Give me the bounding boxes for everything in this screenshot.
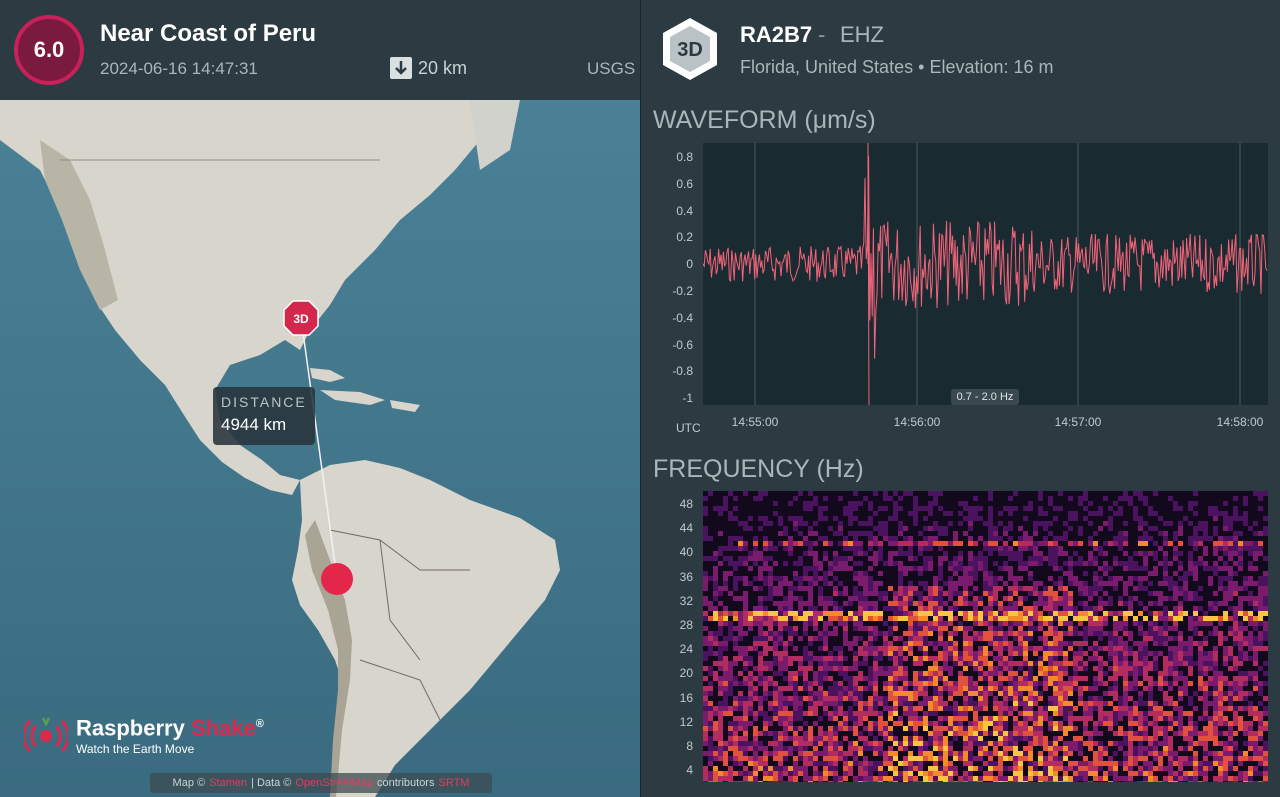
map-view[interactable]: 3D — [0, 100, 640, 797]
waveform-y-tick: -0.2 — [672, 284, 693, 298]
station-type-icon: 3D — [663, 18, 717, 80]
event-datetime: 2024-06-16 14:47:31 — [100, 59, 258, 78]
waveform-x-tick: 14:56:00 — [893, 415, 941, 429]
waveform-y-tick: 0.6 — [676, 176, 693, 191]
station-bullet: • — [918, 57, 925, 77]
attr-mid: | Data © — [251, 777, 292, 789]
waveform-y-tick: 0 — [686, 257, 693, 272]
raspberry-shake-logo[interactable]: Raspberry Shake® Watch the Earth Move — [24, 712, 264, 756]
station-channel: EHZ — [840, 22, 884, 47]
waveform-x-tick: 14:57:00 — [1054, 415, 1102, 429]
distance-tooltip: DISTANCE 4944 km — [213, 387, 315, 445]
frequency-y-tick: 44 — [679, 521, 693, 536]
attr-link-stamen[interactable]: Stamen — [209, 777, 248, 789]
frequency-y-tick: 36 — [679, 569, 693, 584]
station-location: Florida, United States — [740, 57, 914, 77]
attr-suffix: contributors — [377, 777, 435, 789]
event-header: 6.0 Near Coast of Peru 2024-06-16 14:47:… — [0, 0, 640, 100]
station-location-line: Florida, United States • Elevation: 16 m — [740, 57, 1054, 78]
attr-link-srtm[interactable]: SRTM — [438, 777, 470, 789]
waveform-y-tick: -1 — [682, 391, 693, 406]
logo-name-b: Shake — [190, 715, 256, 741]
logo-reg: ® — [255, 718, 264, 730]
attr-prefix: Map © — [172, 777, 206, 789]
frequency-y-tick: 12 — [679, 714, 693, 729]
waveform-x-tick: 14:55:00 — [731, 415, 779, 429]
station-id: RA2B7 — [740, 22, 813, 47]
station-elevation: Elevation: 16 m — [929, 57, 1054, 77]
map-canvas: 3D — [0, 100, 640, 797]
waveform-x-tick: 14:58:00 — [1216, 415, 1264, 429]
waveform-title: WAVEFORM (μm/s) — [653, 106, 876, 134]
waveform-plot[interactable] — [702, 142, 1268, 406]
epicenter-marker — [321, 563, 353, 595]
distance-label: DISTANCE — [221, 394, 307, 410]
station-separator: - — [818, 22, 826, 47]
frequency-y-tick: 32 — [679, 593, 693, 608]
logo-tagline: Watch the Earth Move — [76, 742, 195, 757]
distance-value: 4944 km — [221, 415, 287, 434]
event-depth: 20 km — [390, 57, 467, 79]
frequency-y-tick: 48 — [679, 497, 693, 511]
frequency-y-tick: 40 — [679, 545, 693, 560]
frequency-y-tick: 28 — [679, 618, 693, 632]
waveform-y-tick: -0.8 — [672, 364, 693, 379]
frequency-y-tick: 4 — [686, 763, 693, 778]
frequency-y-tick: 16 — [679, 690, 693, 705]
station-marker — [283, 300, 319, 336]
waveform-y-tick: 0.2 — [676, 230, 693, 245]
attr-link-osm[interactable]: OpenStreetMap — [295, 777, 373, 789]
magnitude-value: 6.0 — [33, 37, 65, 62]
spectrogram-plot[interactable] — [703, 491, 1268, 786]
logo-name-a: Raspberry — [76, 715, 185, 741]
depth-value: 20 km — [418, 57, 468, 78]
left-panel: 6.0 Near Coast of Peru 2024-06-16 14:47:… — [0, 0, 640, 797]
magnitude-badge: 6.0 — [14, 15, 84, 85]
event-source: USGS — [587, 59, 636, 78]
waveform-svg — [702, 142, 1268, 406]
frequency-y-tick: 24 — [679, 642, 693, 657]
waveform-y-tick: -0.4 — [672, 310, 693, 325]
map-attribution: Map © Stamen | Data © OpenStreetMap cont… — [150, 773, 492, 793]
frequency-y-tick: 20 — [679, 666, 693, 681]
event-title: Near Coast of Peru — [100, 20, 317, 47]
waveform-y-tick: -0.6 — [672, 337, 693, 352]
waveform-y-tick: 0.8 — [676, 150, 693, 164]
waveform-y-tick: 0.4 — [676, 203, 693, 218]
station-marker-label: 3D — [293, 312, 309, 326]
panel-divider — [640, 0, 641, 797]
spectrogram-svg — [703, 491, 1268, 786]
frequency-y-tick: 8 — [686, 739, 693, 753]
frequency-title: FREQUENCY (Hz) — [653, 455, 864, 483]
arrow-down-icon — [390, 57, 412, 79]
filter-badge[interactable]: 0.7 - 2.0 Hz — [951, 389, 1019, 405]
utc-label: UTC — [676, 421, 701, 435]
raspberry-icon — [24, 717, 68, 753]
svg-text:3D: 3D — [677, 39, 703, 61]
